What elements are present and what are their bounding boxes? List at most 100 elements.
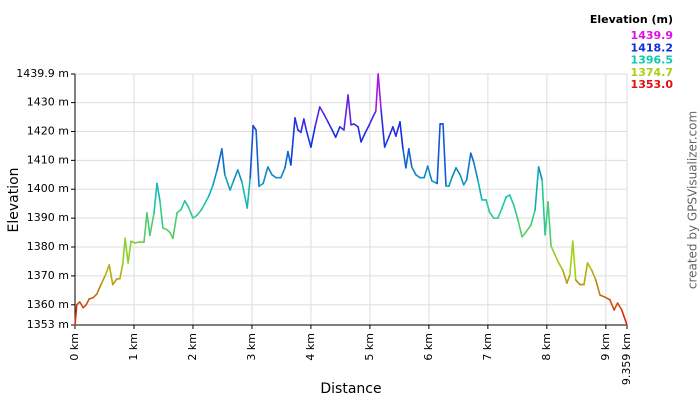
elevation-segment [357,126,362,143]
elevation-segment [96,283,102,295]
y-tick-label: 1420 m [27,124,69,137]
y-axis-title: Elevation [6,167,22,232]
elevation-segment [451,167,457,179]
y-tick-label: 1370 m [27,269,69,282]
elevation-segment [249,124,254,179]
elevation-segment [455,167,461,176]
elevation-segment [187,205,194,219]
elevation-segment [485,199,491,214]
elevation-segment [431,180,438,185]
elevation-segment [208,184,214,197]
elevation-segment [583,262,589,286]
x-tick-label: 0 km [68,333,81,361]
elevation-segment [399,121,404,150]
elevation-segment [111,277,118,286]
elevation-segment [323,113,329,123]
elevation-segment [121,237,126,266]
elevation-segment [159,199,164,229]
elevation-segment [472,161,479,181]
elevation-segment [303,118,308,133]
elevation-segment [561,269,568,284]
legend-entry: 1439.9 [631,29,673,42]
elevation-segment [571,240,577,281]
elevation-segment [375,73,379,113]
elevation-segment [603,296,611,301]
elevation-segment [367,116,374,127]
elevation-segment [156,182,161,202]
elevation-segment [566,274,571,284]
credit: created by GPSVisualizer.com [686,111,700,289]
y-tick-label: 1439.9 m [16,67,69,80]
y-tick-label: 1430 m [27,96,69,109]
elevation-segment [216,148,223,171]
elevation-segment [360,132,366,143]
elevation-segment [377,73,382,111]
elevation-segment [119,263,124,280]
legend-entry: 1353.0 [631,78,674,91]
elevation-segment [284,150,289,169]
elevation-segment [521,231,527,238]
y-tick-label: 1410 m [27,153,69,166]
elevation-segment [232,169,239,182]
elevation-segment [252,124,257,131]
elevation-segment [255,129,260,188]
elevation-segment [149,212,155,237]
elevation-segment [78,301,85,309]
elevation-segment [305,131,312,148]
elevation-segment [392,126,397,137]
elevation-segment [590,269,597,281]
elevation-segment [327,121,333,131]
elevation-segment [547,201,552,247]
elevation-segment [176,208,182,214]
elevation-segment [383,136,390,148]
elevation-segment [236,169,243,183]
elevation-segment [200,202,206,211]
elevation-segment [271,174,277,179]
legend-title: Elevation (m) [590,13,673,26]
elevation-segment [408,148,413,168]
elevation-segment [550,245,556,256]
x-tick-label: 3 km [245,333,258,361]
elevation-segment [146,212,151,237]
elevation-segment [426,165,433,182]
y-tick-label: 1353 m [27,318,69,331]
elevation-segment [334,126,341,139]
elevation-segment [513,204,519,221]
x-tick-label: 1 km [127,333,140,361]
elevation-segment [85,298,90,306]
elevation-segment [314,106,321,128]
elevation-segment [280,167,286,179]
x-tick-label: 2 km [186,333,199,361]
elevation-segment [183,199,190,208]
elevation-segment [574,279,581,286]
elevation-segment [229,179,235,191]
elevation-segment [599,294,606,298]
legend-entry: 1374.7 [631,66,673,79]
x-tick-label: 8 km [540,333,553,361]
elevation-segment [613,302,619,311]
elevation-segment [594,279,601,296]
elevation-segment [300,118,305,134]
elevation-segment [557,262,564,271]
elevation-segment [203,195,210,205]
elevation-segment [586,262,593,271]
elevation-segment [469,152,475,163]
elevation-segment [246,176,251,209]
elevation-segment [364,125,370,134]
elevation-segment [331,129,337,139]
elevation-segment [262,166,269,185]
elevation-segment [524,224,532,234]
elevation-segment [100,275,106,286]
elevation-segment [196,209,203,217]
legend-entry: 1396.5 [631,54,673,67]
elevation-segment [410,166,417,176]
elevation-segment [127,240,132,264]
y-tick-label: 1400 m [27,182,69,195]
y-tick-label: 1390 m [27,211,69,224]
elevation-segment [192,214,198,219]
elevation-segment [530,209,536,226]
elevation-segment [436,123,441,185]
legend-entry: 1418.2 [631,41,673,54]
elevation-segment [465,152,472,181]
